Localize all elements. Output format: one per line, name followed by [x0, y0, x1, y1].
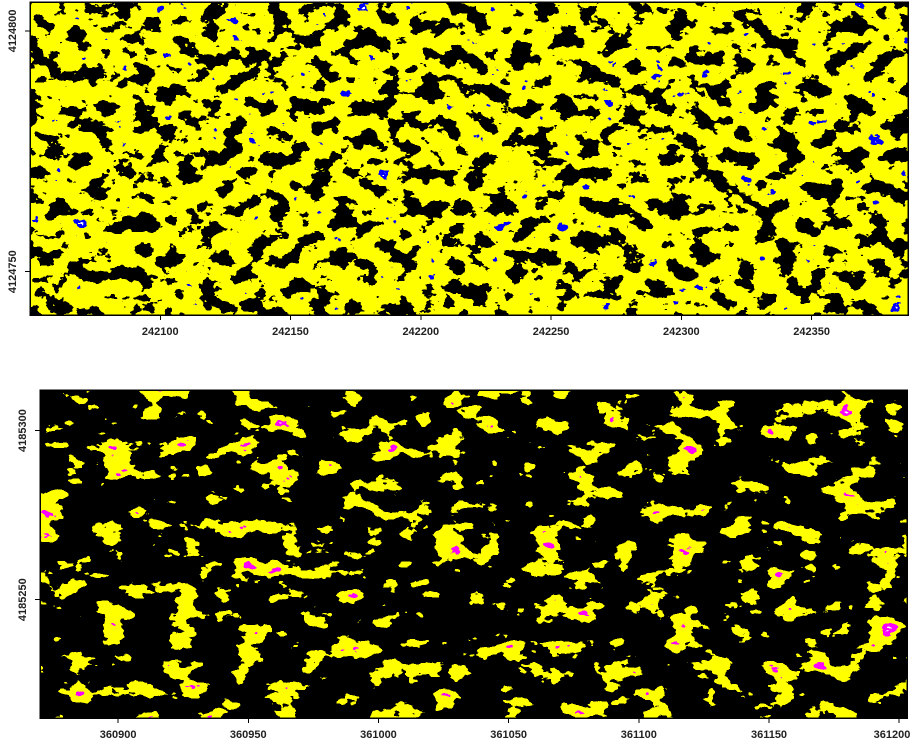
x-tick-label: 242350 [793, 326, 830, 338]
x-tick-label: 361150 [751, 729, 787, 741]
x-tick-label: 360900 [100, 729, 137, 741]
x-tick-label: 360950 [230, 729, 267, 741]
figure: 242100 242150 242200 242250 242300 242350 4124… [0, 0, 916, 754]
x-tick-label: 242150 [272, 326, 309, 338]
x-tick-label: 361000 [360, 729, 397, 741]
x-tick-label: 361200 [874, 729, 911, 741]
x-tick-label: 242100 [142, 326, 179, 338]
x-tick-label: 361100 [621, 729, 657, 741]
x-tick-label: 361050 [490, 729, 527, 741]
x-tick-label: 242200 [402, 326, 439, 338]
y-tick-label: 4185300 [17, 409, 29, 452]
panel-top [30, 2, 908, 315]
y-tick-label: 4124750 [7, 250, 19, 293]
y-tick-label: 4185250 [17, 578, 29, 621]
raster-image [30, 2, 908, 315]
panel-bottom [40, 390, 907, 718]
y-tick-label: 4124800 [7, 9, 19, 52]
x-tick-label: 242250 [533, 326, 570, 338]
raster-image [40, 390, 907, 718]
x-tick-label: 242300 [663, 326, 700, 338]
